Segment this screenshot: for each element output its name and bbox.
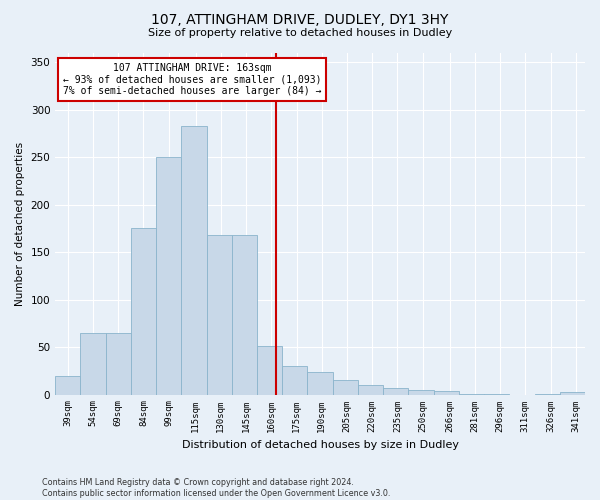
Y-axis label: Number of detached properties: Number of detached properties bbox=[15, 142, 25, 306]
Bar bbox=[307, 372, 332, 394]
Bar bbox=[282, 366, 307, 394]
Text: 107, ATTINGHAM DRIVE, DUDLEY, DY1 3HY: 107, ATTINGHAM DRIVE, DUDLEY, DY1 3HY bbox=[151, 12, 449, 26]
Bar bbox=[332, 380, 358, 394]
Bar bbox=[206, 235, 232, 394]
Bar bbox=[131, 228, 156, 394]
Bar bbox=[409, 390, 434, 394]
Bar bbox=[181, 126, 206, 394]
Text: Contains HM Land Registry data © Crown copyright and database right 2024.
Contai: Contains HM Land Registry data © Crown c… bbox=[42, 478, 391, 498]
Bar bbox=[560, 392, 585, 394]
Bar bbox=[257, 346, 282, 395]
Bar bbox=[156, 157, 181, 394]
Bar bbox=[434, 391, 459, 394]
X-axis label: Distribution of detached houses by size in Dudley: Distribution of detached houses by size … bbox=[182, 440, 458, 450]
Bar bbox=[358, 385, 383, 394]
Text: Size of property relative to detached houses in Dudley: Size of property relative to detached ho… bbox=[148, 28, 452, 38]
Bar bbox=[232, 235, 257, 394]
Text: 107 ATTINGHAM DRIVE: 163sqm
← 93% of detached houses are smaller (1,093)
7% of s: 107 ATTINGHAM DRIVE: 163sqm ← 93% of det… bbox=[63, 63, 322, 96]
Bar bbox=[383, 388, 409, 394]
Bar bbox=[80, 333, 106, 394]
Bar bbox=[106, 333, 131, 394]
Bar bbox=[55, 376, 80, 394]
